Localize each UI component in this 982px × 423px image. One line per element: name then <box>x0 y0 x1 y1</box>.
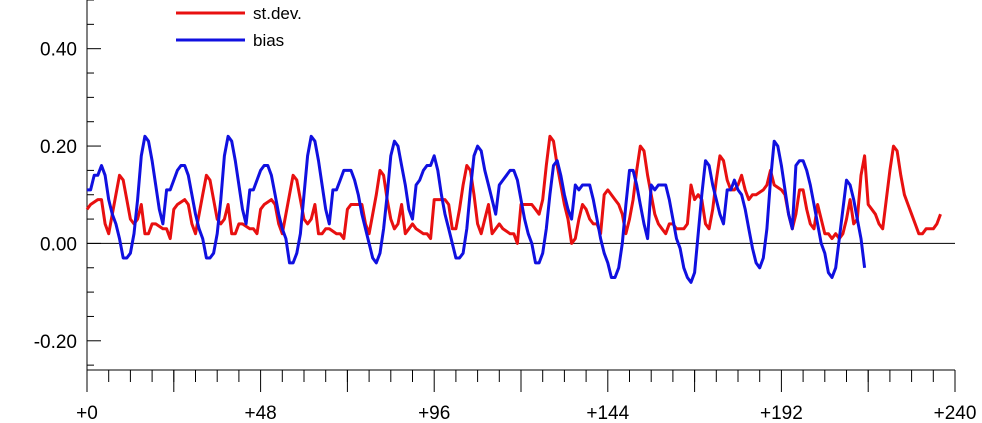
series-line-stdev <box>85 134 942 245</box>
legend-label-bias: bias <box>253 31 284 50</box>
x-tick-label: +0 <box>76 403 98 423</box>
legend: st.dev. bias <box>176 4 302 50</box>
x-tick-label: +192 <box>760 403 803 423</box>
x-tick-label: +48 <box>244 403 276 423</box>
y-tick-label: 0.40 <box>40 40 77 61</box>
legend-label-stdev: st.dev. <box>253 4 302 23</box>
x-tick-label: +96 <box>418 403 450 423</box>
y-tick-label: 0.20 <box>40 137 77 158</box>
x-tick-label: +144 <box>586 403 629 423</box>
x-tick-label: +240 <box>934 403 977 423</box>
axes: 0.40 0.20 0.00 -0.20 +0 +48 +96 +144 +192 +240 <box>34 0 977 423</box>
y-tick-label: 0.00 <box>40 234 77 255</box>
y-tick-label: -0.20 <box>34 332 77 353</box>
series-group <box>85 134 942 284</box>
series-line-bias <box>87 134 867 284</box>
